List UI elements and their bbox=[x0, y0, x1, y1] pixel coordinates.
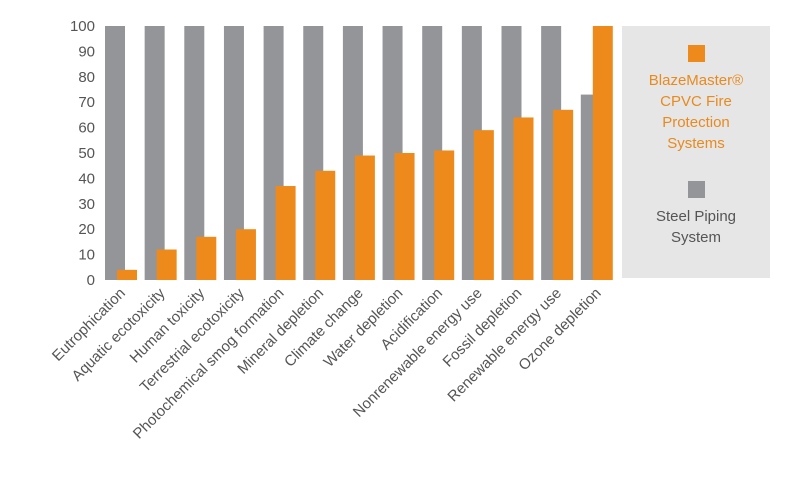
bar-cpvc bbox=[235, 229, 256, 280]
y-tick-label: 50 bbox=[78, 145, 95, 162]
legend-entry-steel: Steel Piping System bbox=[622, 181, 770, 248]
legend-line: CPVC Fire bbox=[660, 93, 732, 110]
legend: BlazeMaster® CPVC Fire Protection System… bbox=[622, 26, 770, 278]
bars bbox=[105, 26, 613, 280]
y-axis: 0 10 20 30 40 50 60 70 80 90 100 bbox=[70, 18, 95, 289]
y-tick-label: 20 bbox=[78, 221, 95, 238]
bar-cpvc bbox=[275, 186, 296, 280]
legend-entry-cpvc: BlazeMaster® CPVC Fire Protection System… bbox=[622, 45, 770, 154]
bar-cpvc bbox=[592, 26, 613, 280]
legend-label-cpvc: BlazeMaster® CPVC Fire Protection System… bbox=[622, 70, 770, 154]
legend-line: System bbox=[670, 229, 721, 246]
bar-steel bbox=[184, 26, 205, 280]
bar-cpvc bbox=[156, 249, 177, 280]
legend-line: Steel Piping bbox=[655, 208, 737, 225]
bar-steel bbox=[105, 26, 125, 280]
y-tick-label: 90 bbox=[78, 43, 95, 60]
legend-swatch-steel bbox=[687, 181, 705, 198]
y-tick-label: 10 bbox=[78, 247, 95, 264]
bar-cpvc bbox=[117, 269, 137, 280]
bar-chart: 0 10 20 30 40 50 60 70 80 90 100 EutrophicationAqu… bbox=[49, 18, 613, 442]
y-tick-label: 30 bbox=[78, 196, 95, 213]
bar-cpvc bbox=[434, 150, 455, 280]
legend-swatch-cpvc bbox=[687, 45, 705, 62]
bar-cpvc bbox=[196, 236, 217, 280]
bar-cpvc bbox=[513, 117, 534, 280]
bar-cpvc bbox=[315, 170, 336, 280]
y-tick-label: 100 bbox=[70, 18, 95, 35]
bar-steel bbox=[144, 26, 165, 280]
bar-cpvc bbox=[394, 153, 415, 280]
bar-steel bbox=[223, 26, 244, 280]
y-tick-label: 70 bbox=[78, 94, 95, 111]
legend-line: Protection bbox=[662, 114, 730, 131]
y-tick-label: 0 bbox=[87, 272, 95, 289]
legend-label-steel: Steel Piping System bbox=[622, 206, 770, 248]
y-tick-label: 60 bbox=[78, 120, 95, 137]
legend-line: BlazeMaster® bbox=[648, 72, 744, 89]
bar-cpvc bbox=[553, 109, 574, 280]
y-tick-label: 40 bbox=[78, 170, 95, 187]
bar-cpvc bbox=[354, 155, 375, 280]
legend-line: Systems bbox=[667, 135, 725, 152]
bar-cpvc bbox=[473, 130, 494, 280]
y-tick-label: 80 bbox=[78, 69, 95, 86]
